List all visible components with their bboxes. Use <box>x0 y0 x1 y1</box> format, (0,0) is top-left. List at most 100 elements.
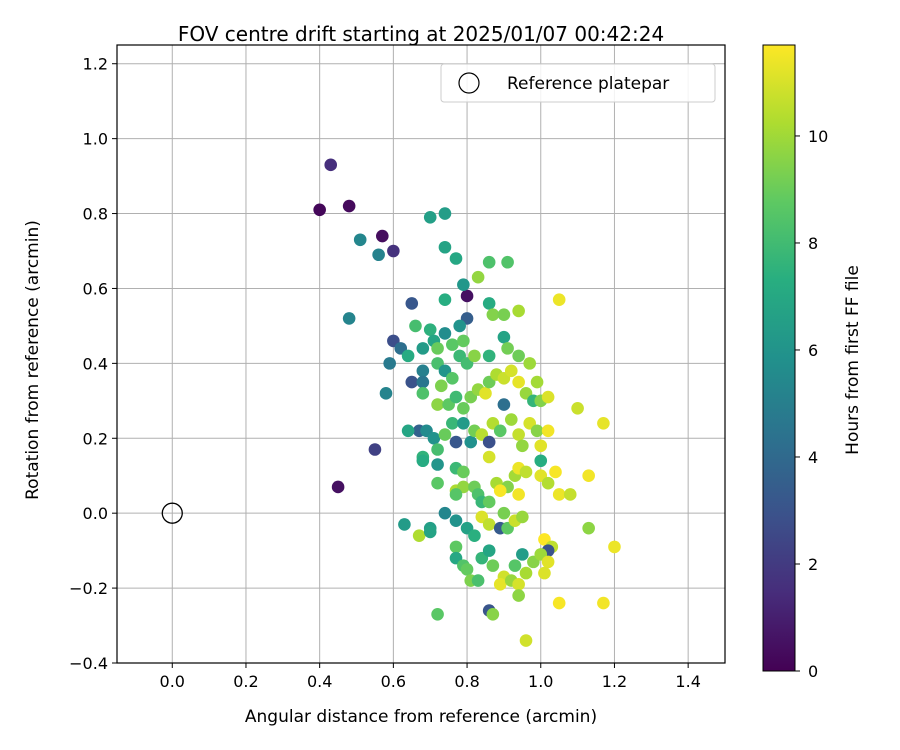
data-point <box>497 330 511 344</box>
data-point <box>431 608 444 621</box>
reference-marker <box>161 502 183 524</box>
y-axis-label: Rotation from reference (arcmin) <box>23 220 43 500</box>
y-tick-label: −0.2 <box>69 579 108 598</box>
colorbar-tick-label: 0 <box>808 662 818 681</box>
y-tick-label: 0.6 <box>83 279 108 298</box>
data-point <box>541 424 555 438</box>
data-point <box>482 255 496 269</box>
chart-title: FOV centre drift starting at 2025/01/07 … <box>178 22 664 46</box>
data-point <box>409 319 422 333</box>
data-point <box>457 416 470 430</box>
data-point <box>460 289 474 303</box>
data-point <box>457 334 470 348</box>
x-axis-ticks: 0.0 0.2 0.4 0.6 0.8 1.0 1.2 1.4 <box>160 663 701 691</box>
legend-entry-reference: Reference platepar <box>507 74 669 94</box>
data-point <box>416 342 430 355</box>
data-point <box>379 387 393 400</box>
data-point <box>563 488 577 501</box>
data-point <box>471 270 485 284</box>
x-tick-label: 0.4 <box>307 672 332 691</box>
data-point <box>427 431 441 445</box>
data-point <box>416 364 430 378</box>
data-point <box>416 375 430 389</box>
data-point <box>412 529 426 542</box>
data-point <box>398 518 411 531</box>
data-point <box>324 158 338 172</box>
data-point <box>431 342 444 355</box>
colorbar-label: Hours from first FF file <box>843 265 863 455</box>
data-point <box>431 476 444 490</box>
data-point <box>512 428 525 441</box>
data-point <box>482 297 496 310</box>
x-axis-label: Angular distance from reference (arcmin) <box>245 707 597 727</box>
x-tick-label: 0.8 <box>454 672 479 691</box>
data-point <box>486 608 500 621</box>
data-point <box>493 578 507 591</box>
data-point <box>471 574 485 587</box>
colorbar-tick-label: 6 <box>808 341 818 360</box>
data-point <box>457 465 470 479</box>
data-point <box>497 506 511 520</box>
reference-platepar-marker <box>161 502 183 524</box>
data-point <box>497 308 511 321</box>
data-point <box>519 465 533 479</box>
data-point <box>582 521 595 535</box>
data-point <box>438 506 452 520</box>
y-axis-ticks: −0.4 −0.2 0.0 0.2 0.4 0.6 0.8 1.0 1.2 <box>69 55 117 673</box>
data-point <box>482 495 496 509</box>
data-point <box>342 199 356 213</box>
x-tick-label: 1.0 <box>528 672 553 691</box>
data-point <box>501 342 514 355</box>
colorbar-tick-label: 8 <box>808 234 818 253</box>
data-point <box>482 435 496 449</box>
data-point <box>582 469 595 483</box>
data-point <box>423 323 437 336</box>
y-tick-label: −0.4 <box>69 654 108 673</box>
data-point <box>541 390 555 404</box>
data-point <box>486 559 500 572</box>
data-point <box>342 312 356 325</box>
data-point <box>519 566 533 580</box>
data-point <box>504 413 518 426</box>
data-point <box>541 555 555 569</box>
data-point <box>449 390 463 404</box>
data-point <box>534 454 548 468</box>
data-point <box>434 379 448 393</box>
x-tick-label: 1.4 <box>675 672 700 691</box>
data-point <box>534 439 548 453</box>
data-point <box>493 424 507 438</box>
data-point <box>372 248 385 262</box>
data-point <box>512 304 525 318</box>
data-point <box>431 458 444 471</box>
data-point <box>486 308 500 321</box>
data-point <box>353 233 367 247</box>
data-point <box>512 578 525 591</box>
legend-box <box>440 63 716 103</box>
legend: Reference platepar <box>440 63 716 103</box>
data-point <box>453 319 466 333</box>
data-point <box>446 338 459 351</box>
data-point <box>313 203 326 217</box>
data-point <box>401 424 415 438</box>
data-point <box>449 514 463 527</box>
data-point <box>608 540 621 554</box>
data-point <box>482 450 496 464</box>
y-tick-label: 1.0 <box>83 130 108 149</box>
data-point <box>552 596 566 610</box>
data-point <box>405 297 419 310</box>
data-point <box>508 559 522 572</box>
colorbar-ticks: 0 2 4 6 8 10 <box>795 127 828 681</box>
data-point <box>423 525 437 539</box>
data-point <box>482 544 496 557</box>
data-point <box>449 540 463 554</box>
data-point <box>552 293 566 306</box>
data-point <box>512 589 525 602</box>
data-point <box>468 529 481 542</box>
data-point <box>493 484 507 498</box>
data-point <box>541 476 555 490</box>
data-point <box>597 596 610 610</box>
x-tick-label: 0.0 <box>160 672 185 691</box>
data-point <box>512 375 525 389</box>
data-point <box>571 402 584 415</box>
